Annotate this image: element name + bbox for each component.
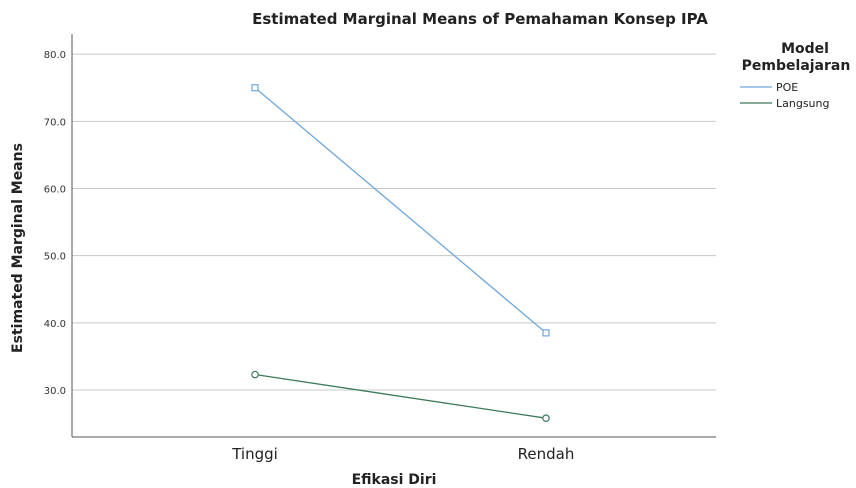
x-tick-labels: Tinggi Rendah [231, 445, 574, 463]
data-point-langsung [251, 370, 259, 379]
legend-items: POE Langsung [740, 81, 829, 110]
legend-title-line1: Model [781, 41, 829, 57]
y-tick-label: 80.0 [44, 50, 66, 61]
legend: Model Pembelajaran POE Langsung [740, 41, 850, 110]
data-point-langsung [542, 414, 550, 422]
y-axis-title: Estimated Marginal Means [10, 143, 26, 353]
x-tick-label: Tinggi [231, 445, 278, 463]
legend-label-langsung: Langsung [776, 97, 829, 110]
series-line-poe [254, 87, 547, 334]
legend-label-poe: POE [776, 81, 798, 94]
x-axis-title: Efikasi Diri [352, 472, 437, 488]
y-tick-label: 50.0 [44, 252, 66, 263]
y-tick-label: 60.0 [44, 184, 66, 195]
y-tick-label: 30.0 [44, 386, 66, 397]
series-line-langsung [254, 373, 547, 419]
y-tick-label: 40.0 [44, 319, 66, 330]
y-tick-label: 70.0 [44, 117, 66, 128]
gridlines [72, 53, 716, 391]
axes [71, 34, 716, 438]
data-point-poe [542, 329, 550, 337]
y-tick-labels: 30.0 40.0 50.0 60.0 70.0 80.0 [44, 50, 66, 397]
series-lines [251, 84, 550, 422]
data-point-poe [251, 84, 259, 92]
legend-title-line2: Pembelajaran [742, 58, 851, 74]
chart-title: Estimated Marginal Means of Pemahaman Ko… [252, 10, 708, 28]
x-tick-label: Rendah [518, 445, 575, 463]
